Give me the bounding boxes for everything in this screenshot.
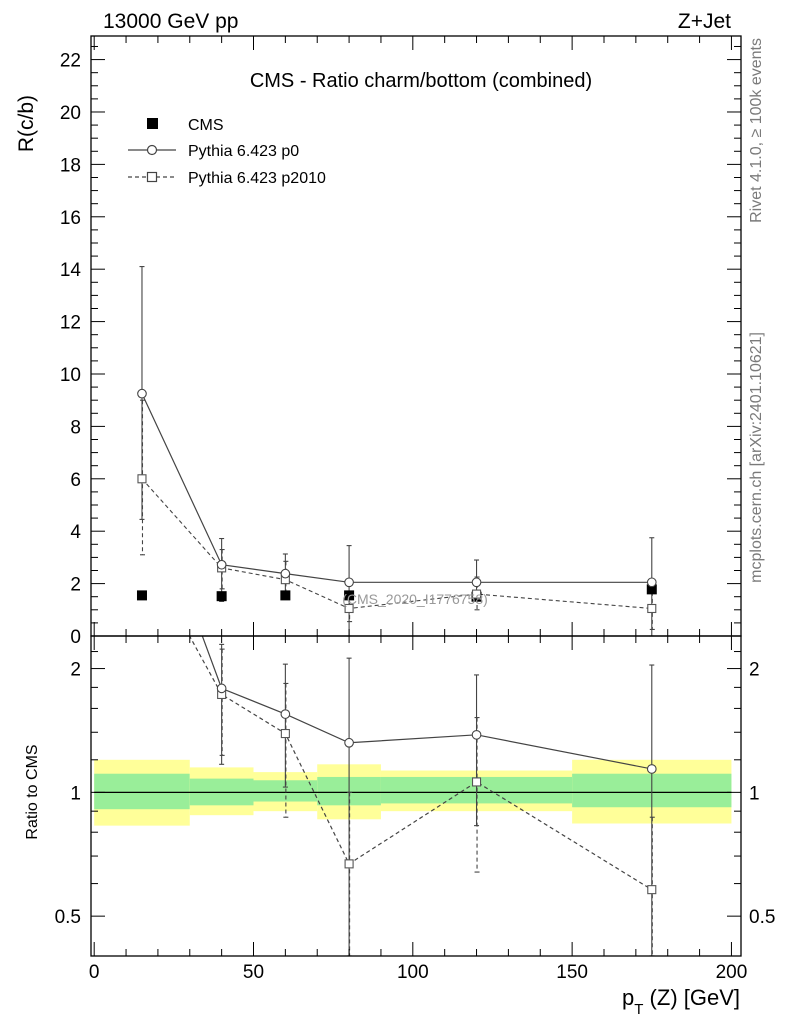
- p0-ratio-marker-3: [344, 737, 354, 748]
- ratio-ytick-label-right-0: 0.5: [749, 907, 775, 928]
- main-ytick-label-11: 22: [60, 51, 81, 72]
- main-ytick-label-0: 0: [70, 627, 81, 648]
- cms-point-0: [136, 590, 147, 601]
- p0-marker-2: [280, 568, 291, 579]
- legend-marker-p2010: [146, 171, 158, 183]
- ratio-ytick-label-left-0: 0.5: [55, 907, 81, 928]
- p0-marker-1: [216, 559, 227, 570]
- axes: [90, 35, 742, 957]
- ratio-ytick-label-left-1: 1: [70, 783, 81, 804]
- p2010-marker-5: [647, 603, 657, 614]
- p2010-ratio-marker-4: [471, 777, 482, 787]
- p0-marker-4: [471, 577, 482, 588]
- main-y-label: R(c/b): [15, 95, 38, 152]
- xtick-label-4: 200: [716, 962, 748, 983]
- main-ytick-label-9: 18: [60, 155, 81, 176]
- rivet-side-text: Rivet 4.1.0, ≥ 100k events: [748, 38, 765, 223]
- legend-label-p0: Pythia 6.423 p0: [188, 143, 299, 160]
- x-axis-label: pT (Z) [GeV]: [622, 985, 740, 1018]
- p0-marker-3: [344, 577, 354, 588]
- p2010-line: [141, 478, 652, 610]
- p2010-ratio-marker-3: [344, 859, 354, 869]
- ticks: [91, 36, 741, 957]
- p0-ratio-marker-1: [216, 683, 227, 694]
- p2010-marker-3: [344, 603, 354, 614]
- ratio-y-label: Ratio to CMS: [24, 744, 41, 839]
- p2010-ratio-marker-5: [647, 885, 657, 895]
- cms-point-3: [344, 590, 355, 601]
- header-left: 13000 GeV pp: [103, 10, 238, 33]
- x-axis-label-rest: (Z) [GeV]: [643, 985, 740, 1010]
- cms-point-5: [646, 584, 657, 595]
- ratio-ytick-label-right-2: 2: [749, 660, 760, 681]
- p0-ratio-line: [201, 636, 652, 770]
- p2010-marker-0: [137, 474, 147, 484]
- main-ytick-label-7: 14: [60, 260, 82, 281]
- ratio-panel-series: [188, 636, 657, 956]
- p0-ratio-marker-2: [280, 709, 291, 719]
- x-axis-label-main: p: [622, 985, 634, 1010]
- xtick-label-2: 100: [397, 962, 429, 983]
- cms-point-1: [216, 591, 227, 602]
- x-axis-label-sub: T: [634, 1001, 643, 1018]
- main-ytick-label-1: 2: [70, 575, 81, 596]
- ratio-frame: [90, 635, 742, 957]
- mcplots-side-text: mcplots.cern.ch [arXiv:2401.10621]: [748, 332, 765, 583]
- main-ytick-label-10: 20: [60, 103, 81, 124]
- p0-line: [141, 393, 652, 583]
- ratio-ytick-label-left-2: 2: [70, 660, 81, 681]
- p0-ratio-marker-4: [471, 729, 482, 740]
- legend-label-cms: CMS: [188, 117, 224, 134]
- p0-ratio-marker-5: [646, 764, 657, 774]
- p0-marker-5: [646, 577, 657, 588]
- main-ytick-label-6: 12: [60, 313, 81, 334]
- main-ytick-label-5: 10: [60, 365, 81, 386]
- p0-marker-0: [137, 388, 147, 399]
- xtick-label-3: 150: [556, 962, 588, 983]
- p2010-ratio-marker-2: [280, 728, 290, 739]
- xtick-label-1: 50: [243, 962, 264, 983]
- analysis-id-label: (CMS_2020_I1776758): [342, 591, 488, 607]
- main-ytick-label-4: 8: [70, 417, 81, 438]
- legend: CMS Pythia 6.423 p0 Pythia 6.423 p2010: [128, 117, 326, 187]
- main-ytick-label-2: 4: [70, 522, 81, 543]
- p2010-marker-4: [471, 589, 482, 599]
- header-right: Z+Jet: [678, 10, 731, 33]
- legend-marker-p0: [146, 144, 158, 156]
- legend-label-p2010: Pythia 6.423 p2010: [188, 170, 326, 187]
- ratio-ytick-label-right-1: 1: [749, 783, 760, 804]
- xtick-label-0: 0: [89, 962, 100, 983]
- main-title: CMS - Ratio charm/bottom (combined): [250, 70, 592, 92]
- main-panel-series: [136, 266, 657, 637]
- legend-marker-cms: [147, 118, 158, 129]
- main-ytick-label-3: 6: [70, 470, 81, 491]
- main-ytick-label-8: 16: [60, 208, 81, 229]
- green-band-0: [94, 773, 190, 810]
- cms-point-2: [280, 590, 291, 601]
